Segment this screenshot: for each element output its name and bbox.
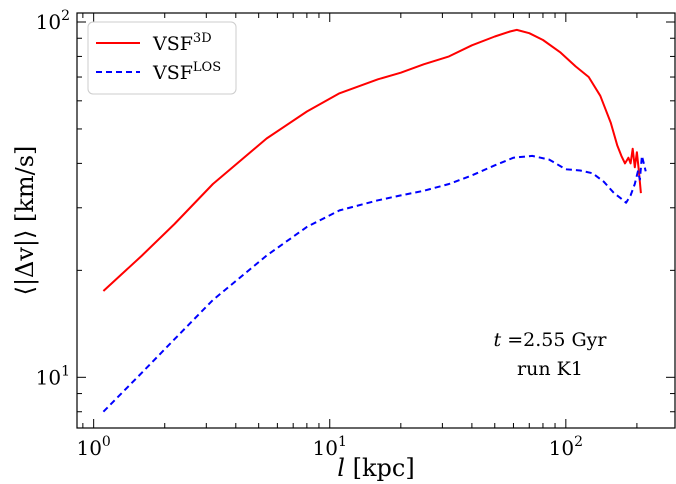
series-line-3d bbox=[102, 28, 642, 292]
series-line-los bbox=[102, 154, 647, 413]
annotation-time: t =2.55 Gyr bbox=[494, 329, 608, 351]
x-axis-label: l [kpc] bbox=[337, 454, 414, 482]
plot-frame bbox=[76, 12, 676, 429]
x-tick-label: 101 bbox=[313, 434, 347, 460]
legend-label-3d: VSF3D bbox=[152, 31, 212, 55]
y-axis-label: ⟨|Δv|⟩ [km/s] bbox=[11, 146, 40, 296]
plot-area: 100 101 102 101 102 l [kpc] ⟨|Δv|⟩ [km/s] VSF3D… bbox=[11, 8, 676, 482]
legend-box bbox=[87, 21, 237, 95]
x-tick-label: 100 bbox=[76, 434, 110, 460]
legend: VSF3D VSFLOS bbox=[87, 21, 237, 95]
x-tick-label: 102 bbox=[549, 434, 583, 460]
y-tick-label: 101 bbox=[36, 363, 70, 389]
y-tick-label: 102 bbox=[36, 8, 70, 34]
legend-label-los: VSFLOS bbox=[152, 60, 221, 84]
annotation-run: run K1 bbox=[517, 358, 583, 380]
